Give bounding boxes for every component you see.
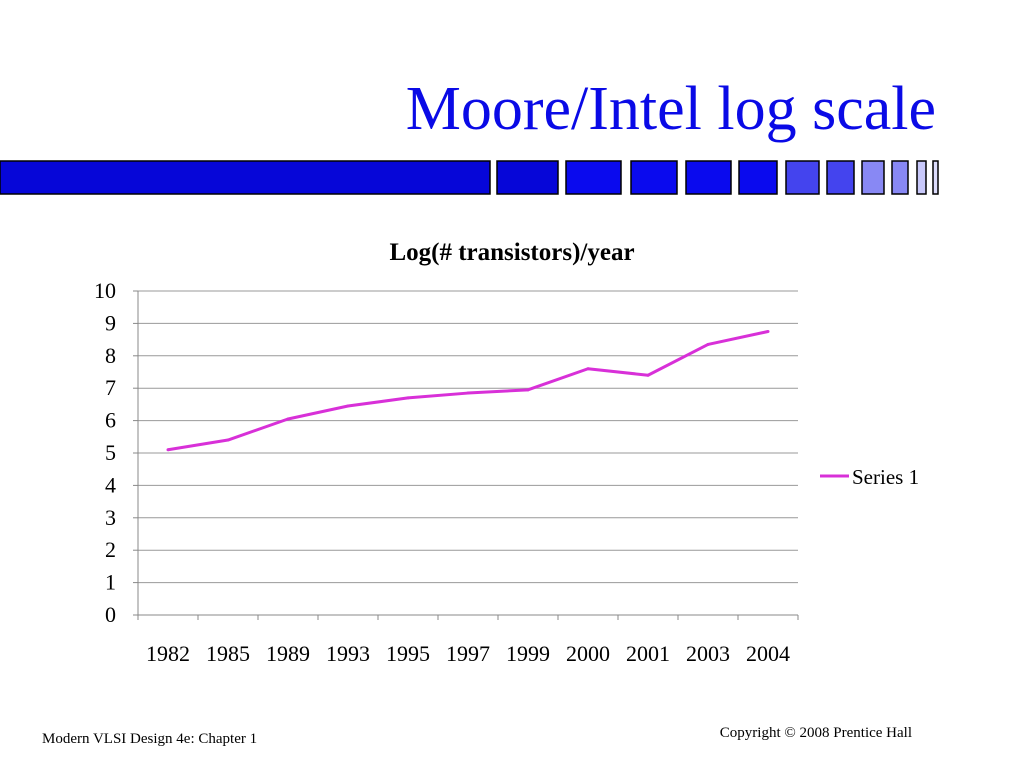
gridlines bbox=[138, 290, 798, 584]
y-tick-label: 6 bbox=[105, 408, 116, 433]
title-bar-block bbox=[565, 160, 622, 195]
line-chart: Log(# transistors)/year 0 1 2 3 4 5 6 7 8 9 10 198… bbox=[94, 239, 919, 666]
slide-title: Moore/Intel log scale bbox=[405, 75, 936, 143]
x-tick-label: 2000 bbox=[566, 641, 610, 666]
data-point bbox=[166, 448, 170, 452]
y-tick-label: 2 bbox=[105, 537, 116, 562]
x-tick-label: 1993 bbox=[326, 641, 370, 666]
footer-copyright: Copyright © 2008 Prentice Hall bbox=[719, 725, 912, 741]
y-tick-label: 7 bbox=[105, 375, 116, 400]
y-tick-label: 4 bbox=[105, 472, 116, 497]
x-tick-label: 1982 bbox=[146, 641, 190, 666]
title-bar-block bbox=[916, 160, 927, 195]
y-tick-label: 9 bbox=[105, 310, 116, 335]
footer-course-label: Modern VLSI Design 4e: Chapter 1 bbox=[42, 731, 258, 747]
title-bar-decoration bbox=[0, 160, 939, 195]
x-tick-label: 1989 bbox=[266, 641, 310, 666]
title-bar-block bbox=[932, 160, 939, 195]
legend: Series 1 bbox=[820, 465, 919, 489]
title-bar-block bbox=[496, 160, 559, 195]
title-bar-block bbox=[738, 160, 778, 195]
x-tick-label: 2003 bbox=[686, 641, 730, 666]
y-tick-label: 8 bbox=[105, 343, 116, 368]
series-line bbox=[167, 330, 769, 452]
data-point bbox=[586, 367, 590, 371]
data-point bbox=[526, 388, 530, 392]
x-tick-label: 1997 bbox=[446, 641, 490, 666]
data-point bbox=[706, 342, 710, 346]
data-point bbox=[346, 404, 350, 408]
chart-title: Log(# transistors)/year bbox=[389, 239, 634, 266]
y-tick-label: 5 bbox=[105, 440, 116, 465]
axes bbox=[133, 290, 799, 620]
title-bar-block bbox=[861, 160, 885, 195]
y-tick-labels: 0 1 2 3 4 5 6 7 8 9 10 bbox=[94, 278, 116, 627]
x-tick-label: 1995 bbox=[386, 641, 430, 666]
data-point bbox=[466, 391, 470, 395]
y-tick-label: 3 bbox=[105, 505, 116, 530]
x-tick-label: 2004 bbox=[746, 641, 790, 666]
y-tick-label: 0 bbox=[105, 602, 116, 627]
data-point bbox=[286, 417, 290, 421]
data-point bbox=[766, 330, 770, 333]
x-tick-label: 2001 bbox=[626, 641, 670, 666]
legend-label-series-1: Series 1 bbox=[852, 465, 919, 489]
title-bar-block bbox=[891, 160, 909, 195]
y-tick-label: 10 bbox=[94, 278, 116, 303]
title-bar-block bbox=[630, 160, 678, 195]
data-point bbox=[406, 396, 410, 400]
series-lines bbox=[166, 330, 770, 452]
x-tick-label: 1985 bbox=[206, 641, 250, 666]
title-bar-block bbox=[785, 160, 820, 195]
title-bar-block bbox=[826, 160, 855, 195]
data-point bbox=[646, 373, 650, 377]
title-bar-block-main bbox=[0, 160, 491, 195]
data-point bbox=[226, 438, 230, 442]
y-tick-label: 1 bbox=[105, 570, 116, 595]
x-tick-labels: 1982 1985 1989 1993 1995 1997 1999 2000 2001 2003… bbox=[146, 641, 790, 666]
title-bar-block bbox=[685, 160, 732, 195]
x-tick-label: 1999 bbox=[506, 641, 550, 666]
